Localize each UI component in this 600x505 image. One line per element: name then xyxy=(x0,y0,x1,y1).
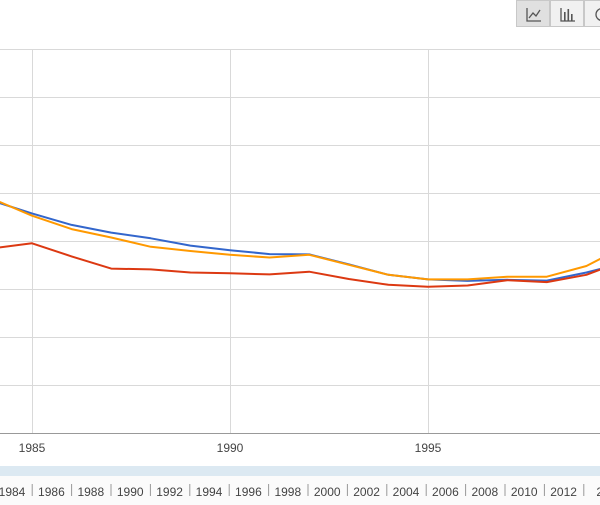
x-tick-label: 1990 xyxy=(217,441,244,455)
navigator-year-label: 1996 xyxy=(235,485,262,499)
navigator-year-label: 1986 xyxy=(38,485,65,499)
clock-icon xyxy=(595,8,600,21)
x-axis: 198519901995200020052010 xyxy=(19,441,442,455)
navigator-year-label: 1988 xyxy=(77,485,104,499)
bar-chart-button[interactable] xyxy=(550,0,584,27)
navigator-year-label: 2006 xyxy=(432,485,459,499)
navigator-year-label: 2002 xyxy=(353,485,380,499)
navigator-track[interactable] xyxy=(0,466,600,476)
navigator-body xyxy=(0,476,600,505)
series-line-2 xyxy=(0,200,600,281)
navigator-year-label: 20 xyxy=(596,485,600,499)
chart-series xyxy=(0,200,600,288)
range-navigator[interactable]: 1984 1986 1988 1990 1992 1994 1996 1998 2000 2002… xyxy=(0,466,600,505)
motion-chart-button[interactable] xyxy=(584,0,600,27)
x-tick-label: 1985 xyxy=(19,441,46,455)
navigator-year-label: 2010 xyxy=(511,485,538,499)
series-line-3 xyxy=(0,242,600,288)
navigator-year-label: 1990 xyxy=(117,485,144,499)
navigator-year-label: 2012 xyxy=(550,485,577,499)
line-chart-icon xyxy=(526,8,541,22)
line-chart-button[interactable] xyxy=(516,0,550,27)
navigator-year-label: 1994 xyxy=(196,485,223,499)
navigator-year-label: 1992 xyxy=(156,485,183,499)
chart-type-toolbar xyxy=(516,0,600,27)
series-line-1 xyxy=(0,202,600,282)
bar-chart-icon xyxy=(560,8,575,22)
chart-grid xyxy=(0,49,600,434)
navigator-year-label: 1984 xyxy=(0,485,26,499)
navigator-year-label: 2008 xyxy=(471,485,498,499)
x-tick-label: 1995 xyxy=(415,441,442,455)
navigator-year-label: 2000 xyxy=(314,485,341,499)
navigator-year-label: 2004 xyxy=(393,485,420,499)
navigator-year-label: 1998 xyxy=(274,485,301,499)
